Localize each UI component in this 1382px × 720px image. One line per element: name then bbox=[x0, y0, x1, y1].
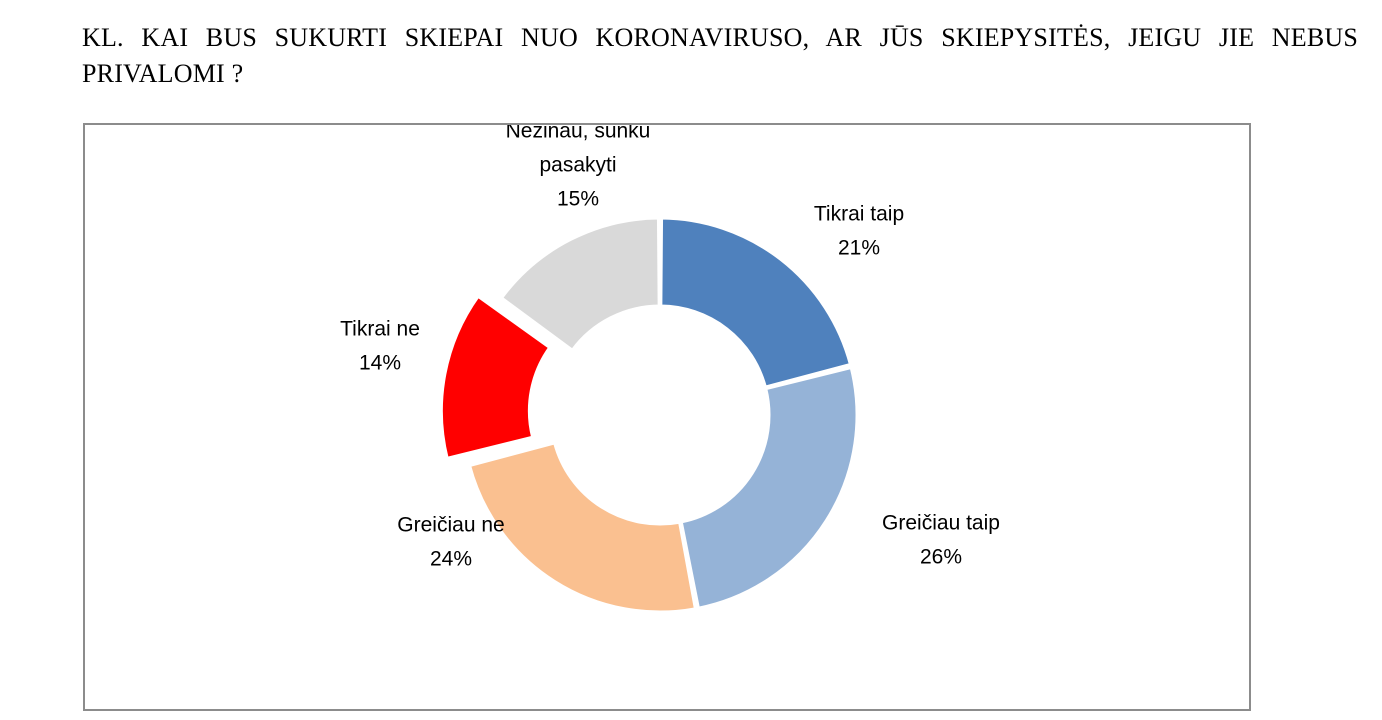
slice-value-label-1: 26% bbox=[920, 546, 962, 569]
slice-labels: Tikrai taip 21% Greičiau taip 26% Greičiau n… bbox=[340, 125, 1000, 571]
donut-slice-2 bbox=[467, 441, 698, 614]
chart-frame: Tikrai taip 21% Greičiau taip 26% Greičiau n… bbox=[83, 123, 1251, 711]
donut-slice-3 bbox=[439, 294, 552, 461]
slice-category-label-4: Nežinau, sunku bbox=[506, 125, 651, 143]
slice-category-label-0: Tikrai taip bbox=[814, 203, 904, 226]
slice-value-label-3: 14% bbox=[359, 352, 401, 375]
slice-category-label-2: Greičiau ne bbox=[397, 514, 504, 537]
donut-slice-4 bbox=[499, 216, 661, 353]
donut-slice-0 bbox=[659, 216, 853, 389]
slice-category-label-4: pasakyti bbox=[539, 154, 616, 177]
donut-chart: Tikrai taip 21% Greičiau taip 26% Greičiau n… bbox=[340, 125, 1000, 614]
slice-category-label-3: Tikrai ne bbox=[340, 318, 420, 341]
question-title: KL. KAI BUS SUKURTI SKIEPAI NUO KORONAVI… bbox=[82, 23, 1358, 88]
slice-value-label-2: 24% bbox=[430, 548, 472, 571]
donut-slices bbox=[439, 216, 859, 614]
slice-value-label-0: 21% bbox=[838, 237, 880, 260]
slice-category-label-1: Greičiau taip bbox=[882, 512, 1000, 535]
donut-slice-1 bbox=[679, 365, 859, 610]
slice-value-label-4: 15% bbox=[557, 188, 599, 211]
